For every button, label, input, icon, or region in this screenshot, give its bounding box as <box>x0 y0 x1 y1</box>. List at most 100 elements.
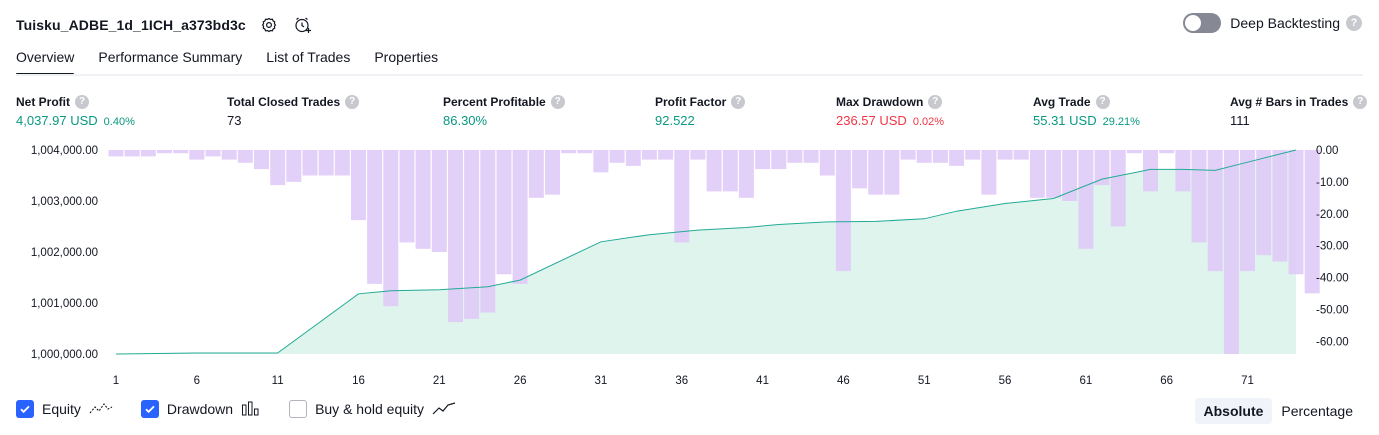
right-axis-tick-label: -20.00 <box>1316 209 1349 221</box>
metric-label: Avg Trade <box>1033 94 1091 109</box>
drawdown-bar <box>464 150 480 319</box>
drawdown-bars-icon <box>241 401 261 417</box>
drawdown-bar <box>738 150 754 198</box>
metric-value: 4,037.97 USD <box>16 113 98 128</box>
metric-value: 236.57 USD <box>836 113 907 128</box>
left-axis-tick-label: 1,002,000.00 <box>31 247 98 259</box>
drawdown-bar <box>706 150 722 192</box>
strategy-title: Tuisku_ADBE_1d_1ICH_a373bd3c <box>16 17 246 33</box>
equity-area <box>116 150 1296 354</box>
left-axis-tick-label: 1,003,000.00 <box>31 196 98 208</box>
info-icon[interactable]: ? <box>1353 94 1368 109</box>
x-axis-tick-label: 11 <box>272 375 284 387</box>
drawdown-bar <box>852 150 868 189</box>
drawdown-bar <box>189 150 205 160</box>
equity-line-icon <box>89 402 113 416</box>
drawdown-bar <box>351 150 366 221</box>
metric-percent: 0.02% <box>912 116 945 128</box>
drawdown-bar <box>1223 150 1239 354</box>
metric-label: Net Profit <box>16 94 70 109</box>
metric-label: Avg # Bars in Trades <box>1230 94 1349 109</box>
deep-backtesting-control: Deep Backtesting ? <box>1183 13 1362 33</box>
percentage-button[interactable]: Percentage <box>1281 403 1353 419</box>
drawdown-bar <box>803 150 819 163</box>
metric-avg-trade: Avg Trade? 55.31 USD 29.21% <box>1033 94 1140 128</box>
drawdown-bar <box>593 150 609 173</box>
report-tabs: Overview Performance Summary List of Tra… <box>16 48 462 76</box>
info-icon[interactable]: ? <box>345 94 360 109</box>
drawdown-bar <box>318 150 334 176</box>
drawdown-bar <box>771 150 787 170</box>
metric-label: Percent Profitable <box>443 94 546 109</box>
drawdown-bar <box>302 150 318 176</box>
checkbox-unchecked[interactable] <box>289 400 308 418</box>
drawdown-bar <box>237 150 253 163</box>
drawdown-bar <box>415 150 431 249</box>
metric-label: Total Closed Trades <box>227 94 341 109</box>
drawdown-bar <box>1256 150 1272 256</box>
x-axis-tick-label: 61 <box>1079 375 1092 387</box>
info-icon[interactable]: ? <box>731 94 746 109</box>
metric-total-closed-trades: Total Closed Trades? 73 <box>227 94 360 128</box>
metric-net-profit: Net Profit? 4,037.97 USD 0.40% <box>16 94 135 128</box>
drawdown-bar <box>1062 150 1078 201</box>
x-axis-tick-label: 26 <box>514 375 527 387</box>
drawdown-bar <box>528 150 544 198</box>
equity-checkbox[interactable]: Equity <box>16 400 113 418</box>
x-axis-tick-label: 16 <box>352 375 365 387</box>
x-axis-tick-label: 46 <box>837 375 850 387</box>
equity-drawdown-chart[interactable]: 1,004,000.00 1,003,000.00 1,002,000.00 1,00… <box>0 140 1379 390</box>
checkbox-checked[interactable] <box>140 400 159 418</box>
x-axis-tick-label: 21 <box>433 375 446 387</box>
right-axis-tick-label: 0.00 <box>1316 145 1338 157</box>
metric-value: 92.522 <box>655 113 695 128</box>
info-icon[interactable]: ? <box>1095 94 1110 109</box>
drawdown-bar <box>1288 150 1304 275</box>
drawdown-bar <box>981 150 997 195</box>
left-axis-tick-label: 1,000,000.00 <box>31 349 98 361</box>
x-axis-tick-label: 71 <box>1241 375 1254 387</box>
absolute-button[interactable]: Absolute <box>1194 398 1273 424</box>
report-header: Tuisku_ADBE_1d_1ICH_a373bd3c <box>16 12 314 38</box>
drawdown-bar <box>997 150 1013 160</box>
info-icon[interactable]: ? <box>928 94 943 109</box>
drawdown-bar <box>399 150 415 243</box>
settings-gear-icon[interactable] <box>258 14 280 36</box>
drawdown-bar <box>545 150 560 195</box>
drawdown-bar <box>965 150 981 160</box>
x-axis-tick-label: 66 <box>1160 375 1173 387</box>
checkbox-checked[interactable] <box>16 400 34 418</box>
tab-overview[interactable]: Overview <box>16 48 75 76</box>
drawdown-bar <box>868 150 884 195</box>
tab-performance-summary[interactable]: Performance Summary <box>98 49 243 65</box>
metric-label: Profit Factor <box>655 94 727 109</box>
add-alert-clock-icon[interactable] <box>292 14 314 36</box>
drawdown-bar <box>1029 150 1045 198</box>
left-axis-tick-label: 1,004,000.00 <box>31 145 98 157</box>
tab-list-of-trades[interactable]: List of Trades <box>266 49 351 65</box>
help-icon[interactable]: ? <box>1346 15 1362 31</box>
drawdown-bar <box>496 150 512 275</box>
drawdown-bar <box>221 150 237 160</box>
tabs-divider <box>16 74 1363 76</box>
drawdown-bar <box>270 150 286 186</box>
x-axis-tick-label: 36 <box>675 375 688 387</box>
drawdown-bar <box>383 150 399 307</box>
drawdown-bar <box>900 150 916 160</box>
x-axis-tick-label: 56 <box>999 375 1012 387</box>
info-icon[interactable]: ? <box>75 94 89 109</box>
equity-label: Equity <box>42 401 81 417</box>
drawdown-bar <box>1159 150 1175 154</box>
drawdown-label: Drawdown <box>166 401 234 417</box>
deep-backtesting-toggle[interactable] <box>1183 13 1222 33</box>
drawdown-bar <box>561 150 577 154</box>
drawdown-bar <box>157 150 172 154</box>
drawdown-checkbox[interactable]: Drawdown <box>140 400 261 418</box>
drawdown-bar <box>1191 150 1207 243</box>
left-axis-tick-label: 1,001,000.00 <box>31 298 98 310</box>
info-icon[interactable]: ? <box>550 94 565 109</box>
drawdown-bar <box>367 150 383 284</box>
tab-properties[interactable]: Properties <box>374 49 439 65</box>
buy-hold-checkbox[interactable]: Buy & hold equity <box>289 400 456 418</box>
right-axis-tick-label: -50.00 <box>1316 304 1349 316</box>
